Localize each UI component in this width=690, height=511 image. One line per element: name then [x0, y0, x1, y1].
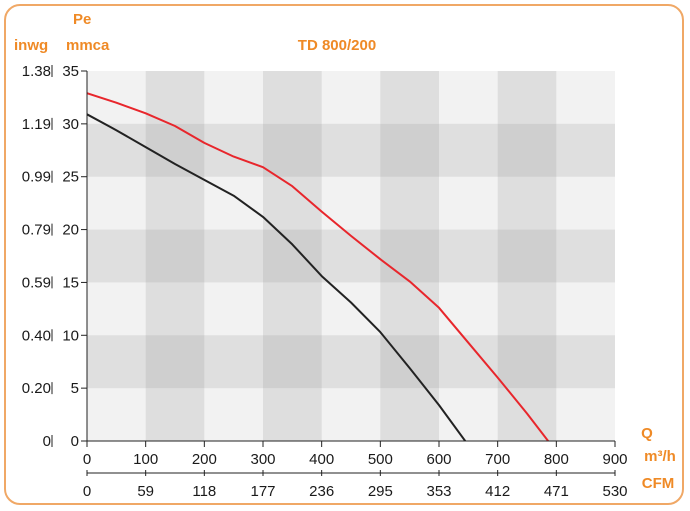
x-primary-tick-label: 200 — [192, 451, 217, 468]
y-primary-tick-label: 10 — [62, 327, 79, 344]
x-primary-tick-label: 500 — [368, 451, 393, 468]
y-secondary-unit: inwg — [14, 37, 48, 54]
x-secondary-unit: CFM — [642, 475, 675, 492]
y-secondary-tick-label: 0.99 — [22, 169, 51, 186]
axes — [51, 65, 616, 476]
y-secondary-tick-label: 0.79 — [22, 222, 51, 239]
grid-band-vertical — [145, 71, 205, 441]
y-secondary-tick-label: 0.40 — [22, 327, 51, 344]
x-secondary-tick-label: 295 — [368, 483, 393, 500]
x-primary-tick-label: 100 — [133, 451, 158, 468]
y-primary-tick-label: 20 — [62, 222, 79, 239]
grid-band-horizontal — [87, 229, 615, 283]
grid-band-vertical — [380, 71, 439, 441]
x-secondary-tick-label: 118 — [192, 483, 216, 500]
chart-title: TD 800/200 — [298, 37, 376, 54]
y-primary-tick-label: 35 — [62, 63, 79, 80]
x-primary-tick-label: 400 — [309, 451, 334, 468]
series-line-2 — [87, 113, 467, 441]
x-primary-tick-label: 700 — [485, 451, 510, 468]
series-layer — [87, 92, 550, 441]
grid-band-vertical — [497, 71, 557, 441]
x-secondary-tick-label: 0 — [83, 483, 91, 500]
grid-band-horizontal — [87, 123, 615, 177]
y-primary-tick-label: 30 — [62, 116, 79, 133]
x-primary-tick-label: 800 — [544, 451, 569, 468]
y-primary-tick-label: 0 — [71, 433, 79, 450]
y-secondary-tick-label: 0.59 — [22, 274, 51, 291]
y-primary-tick-label: 15 — [62, 274, 79, 291]
x-primary-unit: m³/h — [644, 448, 676, 465]
grid-band-horizontal — [87, 335, 615, 389]
x-primary-tick-label: 600 — [426, 451, 451, 468]
x-secondary-tick-label: 236 — [309, 483, 334, 500]
y-primary-tick-label: 25 — [62, 169, 79, 186]
x-primary-tick-label: 300 — [250, 451, 275, 468]
y-secondary-tick-label: 1.38 — [22, 63, 51, 80]
y-primary-unit: mmca — [66, 37, 110, 54]
x-primary-tick-label: 0 — [83, 451, 91, 468]
x-tick-labels: 0 0 100 59 200 118 300 177 400 236 500 295 600 353 700… — [83, 451, 628, 500]
grid-bands — [87, 71, 615, 441]
y-primary-label: Pe — [73, 11, 91, 28]
y-tick-labels: 0 0 5 0.20 10 0.40 15 0.59 20 0.79 25 0.99 30 1.19 35 1… — [22, 63, 79, 450]
x-primary-tick-label: 900 — [602, 451, 627, 468]
x-secondary-tick-label: 530 — [602, 483, 627, 500]
x-primary-label: Q — [641, 425, 653, 442]
y-secondary-tick-label: 0.20 — [22, 380, 51, 397]
y-secondary-tick-label: 0 — [43, 433, 51, 450]
grid-band-vertical — [263, 71, 322, 441]
x-secondary-tick-label: 412 — [485, 483, 510, 500]
x-secondary-tick-label: 177 — [250, 483, 275, 500]
y-primary-tick-label: 5 — [71, 380, 79, 397]
series-line-1 — [87, 92, 550, 441]
y-secondary-tick-label: 1.19 — [22, 116, 51, 133]
x-secondary-tick-label: 353 — [426, 483, 451, 500]
x-secondary-tick-label: 59 — [137, 483, 154, 500]
x-secondary-tick-label: 471 — [544, 483, 569, 500]
